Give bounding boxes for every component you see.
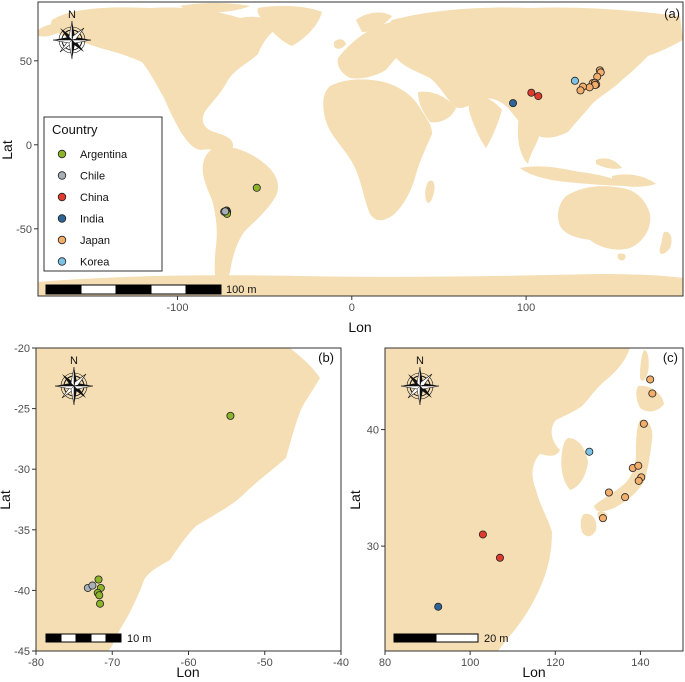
panel-c-label: (c): [663, 350, 678, 365]
y-tick-label: -25: [14, 404, 30, 416]
panel-c-north-arrow: N: [400, 355, 440, 406]
panel-c-axis-ticks: 80 100 120 140 40 30: [367, 425, 650, 669]
site-point-argentina: [94, 575, 103, 584]
y-tick-label: 40: [367, 425, 379, 437]
site-point-india: [434, 602, 443, 611]
y-tick-label: -50: [16, 224, 32, 236]
legend-key: [57, 192, 67, 202]
legend-key: [57, 171, 67, 180]
panel-b-label: (b): [318, 350, 334, 365]
panel-b-scalebar: 10 m: [45, 633, 151, 645]
panel-a-north-arrow: N: [52, 9, 92, 60]
site-point-japan: [585, 83, 594, 92]
site-point-chile: [221, 207, 230, 216]
site-point-india: [509, 99, 518, 108]
x-tick-label: -70: [104, 657, 120, 669]
panel-b-scalebar-label: 10 m: [127, 633, 151, 645]
legend-label: China: [80, 192, 110, 204]
y-tick-label: -35: [14, 525, 30, 537]
x-tick-label: 80: [379, 657, 391, 669]
panel-c-scalebar-label: 20 m: [484, 633, 508, 645]
legend-key: [57, 214, 67, 223]
site-point-japan: [598, 514, 607, 523]
legend-label: India: [80, 214, 105, 226]
site-point-japan: [576, 86, 585, 95]
panel-a-world-land: [38, 3, 683, 296]
legend: Country Argentina Chile China India Japan Kor…: [43, 116, 163, 272]
site-point-japan: [634, 461, 643, 470]
y-tick-label: -30: [14, 464, 30, 476]
legend-key: [57, 149, 67, 159]
panel-a-axis-ticks: -100 0 100 50 0 -50: [16, 56, 535, 314]
panel-a-ylabel: Lat: [0, 140, 15, 160]
site-point-china: [495, 553, 504, 562]
site-point-japan: [648, 389, 657, 398]
site-point-korea: [585, 447, 594, 456]
panel-a-scalebar-label: 100 m: [226, 284, 257, 296]
panel-a-xlabel: Lon: [348, 319, 371, 335]
x-tick-label: 100: [517, 302, 535, 314]
x-tick-label: -40: [333, 657, 349, 669]
panel-b-land: [36, 348, 320, 651]
panel-a-sites: [220, 66, 605, 218]
legend-label: Argentina: [80, 149, 128, 161]
x-tick-label: 0: [349, 302, 355, 314]
panel-b-ylabel: Lat: [0, 490, 13, 510]
site-point-japan: [621, 493, 630, 502]
panel-c-border: [384, 347, 684, 652]
legend-label: Japan: [80, 235, 110, 247]
legend-title: Country: [52, 122, 98, 137]
site-point-chile: [88, 581, 97, 590]
x-tick-label: -80: [28, 657, 44, 669]
site-point-argentina: [95, 591, 104, 600]
site-point-japan: [646, 375, 655, 384]
north-label: N: [68, 9, 76, 21]
legend-label: Korea: [80, 257, 110, 269]
panel-a: -100 0 100 50 0 -50 (a) Lon Lat N 100 m Count…: [0, 1, 684, 335]
site-point-japan: [634, 476, 643, 485]
site-point-argentina: [96, 599, 105, 608]
x-tick-label: -50: [257, 657, 273, 669]
x-tick-label: 120: [546, 657, 564, 669]
y-tick-label: 50: [20, 56, 32, 68]
panel-a-scalebar: 100 m: [45, 284, 257, 296]
panel-b: -80 -70 -60 -50 -40 -20 -25 -30 -35 -40 -45 (b) Lo…: [0, 343, 349, 680]
y-tick-label: -40: [14, 585, 30, 597]
panel-b-sites: [83, 411, 235, 608]
site-point-china: [534, 92, 543, 101]
site-point-japan: [604, 488, 613, 497]
panel-a-label: (a): [664, 6, 680, 21]
y-tick-label: -20: [14, 343, 30, 355]
x-tick-label: -100: [166, 302, 188, 314]
north-label: N: [416, 355, 424, 367]
panel-c-ylabel: Lat: [347, 490, 363, 510]
legend-key: [57, 235, 67, 245]
panel-b-xlabel: Lon: [176, 664, 199, 680]
x-tick-label: 140: [631, 657, 649, 669]
site-point-argentina: [252, 183, 261, 192]
site-point-korea: [570, 76, 579, 85]
y-tick-label: 30: [367, 541, 379, 553]
site-point-japan: [639, 419, 648, 428]
panel-c: 80 100 120 140 40 30 (c) Lon Lat N 20 m: [347, 347, 684, 680]
site-point-china: [478, 530, 487, 539]
panel-c-scalebar: 20 m: [393, 633, 508, 645]
x-tick-label: 100: [461, 657, 479, 669]
legend-key: [57, 257, 67, 266]
y-tick-label: -45: [14, 646, 30, 658]
site-point-argentina: [226, 411, 235, 420]
panel-b-north-arrow: N: [54, 355, 94, 406]
legend-label: Chile: [80, 171, 105, 183]
y-tick-label: 0: [26, 140, 32, 152]
panel-c-sites: [434, 375, 657, 611]
site-point-china: [527, 88, 536, 97]
panel-c-xlabel: Lon: [522, 664, 545, 680]
panel-b-axis-ticks: -80 -70 -60 -50 -40 -20 -25 -30 -35 -40 -45: [14, 343, 349, 669]
north-label: N: [70, 355, 78, 367]
x-tick-label: -60: [181, 657, 197, 669]
panel-a-border: [37, 1, 684, 297]
